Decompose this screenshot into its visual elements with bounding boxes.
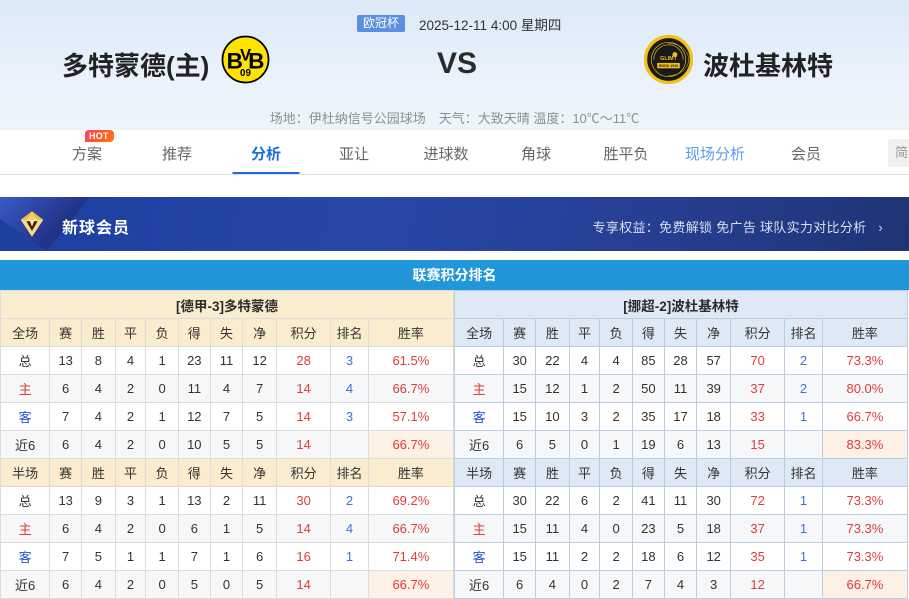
svg-text:GLIMT: GLIMT — [660, 56, 677, 62]
svg-text:09: 09 — [240, 68, 251, 79]
svg-text:V: V — [240, 45, 251, 64]
svg-text:BODO 1916: BODO 1916 — [659, 64, 678, 68]
